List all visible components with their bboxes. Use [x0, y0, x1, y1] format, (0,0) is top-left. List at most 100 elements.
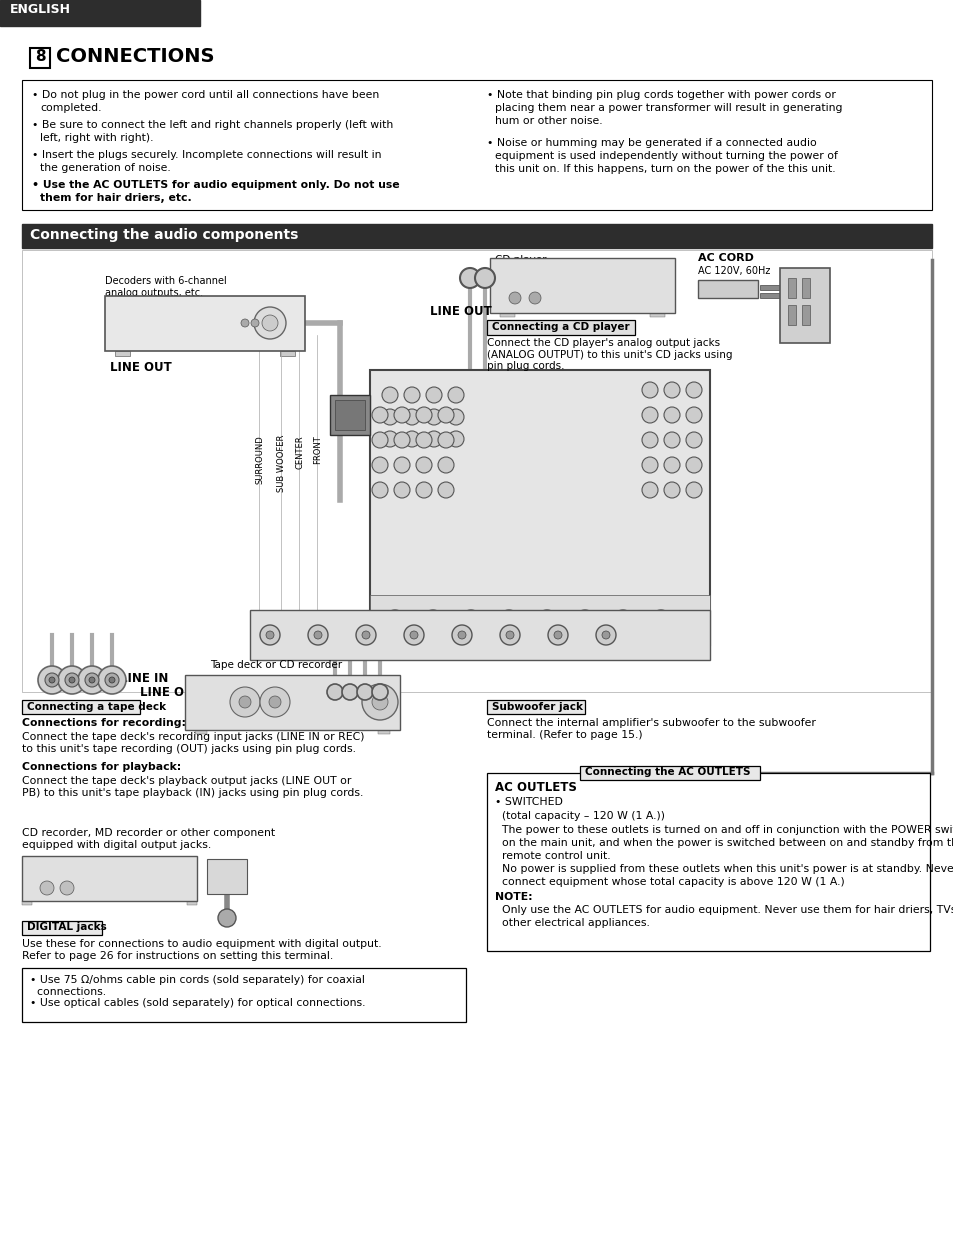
Bar: [280, 351, 294, 356]
Circle shape: [416, 407, 432, 423]
Text: NOTE:: NOTE:: [495, 892, 532, 902]
Text: LINE OUT: LINE OUT: [430, 306, 491, 318]
Bar: [112, 873, 122, 881]
Circle shape: [381, 409, 397, 426]
Circle shape: [65, 673, 79, 687]
Circle shape: [403, 387, 419, 403]
Circle shape: [372, 456, 388, 473]
Text: • Be sure to connect the left and right channels properly (left with: • Be sure to connect the left and right …: [32, 120, 393, 130]
Bar: [140, 873, 150, 881]
Bar: [229, 866, 241, 878]
Bar: [22, 969, 465, 1022]
Bar: [486, 773, 929, 951]
Text: • Noise or humming may be generated if a connected audio: • Noise or humming may be generated if a…: [486, 139, 816, 148]
Bar: [370, 370, 709, 644]
Text: other electrical appliances.: other electrical appliances.: [495, 918, 649, 928]
Bar: [105, 296, 305, 351]
Circle shape: [685, 482, 701, 499]
Circle shape: [394, 482, 410, 499]
Circle shape: [410, 631, 417, 640]
Circle shape: [269, 696, 281, 708]
Circle shape: [416, 456, 432, 473]
Text: • Note that binding pin plug cords together with power cords or: • Note that binding pin plug cords toget…: [486, 90, 835, 100]
Circle shape: [650, 610, 670, 630]
Bar: [185, 675, 399, 730]
Bar: [329, 687, 334, 708]
Circle shape: [403, 409, 419, 426]
Circle shape: [641, 456, 658, 473]
Bar: [609, 266, 616, 272]
Bar: [112, 861, 122, 870]
Bar: [126, 873, 136, 881]
Circle shape: [253, 307, 286, 339]
Circle shape: [437, 407, 454, 423]
Circle shape: [341, 684, 357, 700]
Text: Connecting the audio components: Connecting the audio components: [30, 228, 298, 242]
Text: DIGITAL jacks: DIGITAL jacks: [27, 923, 107, 933]
Text: on the main unit, and when the power is switched between on and standby from the: on the main unit, and when the power is …: [495, 837, 953, 849]
Bar: [140, 861, 150, 870]
Circle shape: [78, 666, 106, 694]
Bar: [335, 400, 365, 430]
Text: Connecting the AC OUTLETS: Connecting the AC OUTLETS: [584, 767, 750, 777]
Circle shape: [422, 610, 442, 630]
Bar: [140, 884, 150, 889]
Text: ENGLISH: ENGLISH: [10, 2, 71, 16]
Bar: [655, 276, 660, 282]
Circle shape: [241, 319, 249, 327]
Circle shape: [663, 432, 679, 448]
Text: Connecting a CD player: Connecting a CD player: [492, 322, 629, 332]
Bar: [153, 873, 164, 881]
Bar: [655, 266, 660, 272]
Circle shape: [426, 409, 441, 426]
Circle shape: [98, 666, 126, 694]
Text: AC CORD: AC CORD: [698, 254, 753, 263]
Circle shape: [69, 677, 75, 683]
Bar: [22, 901, 32, 905]
Bar: [190, 680, 200, 688]
Text: connect equipment whose total capacity is above 120 W (1 A.): connect equipment whose total capacity i…: [495, 877, 843, 887]
Circle shape: [85, 673, 99, 687]
Text: • Use the AC OUTLETS for audio equipment only. Do not use: • Use the AC OUTLETS for audio equipment…: [32, 181, 399, 190]
Bar: [194, 730, 207, 734]
Text: Subwoofer jack: Subwoofer jack: [492, 701, 582, 711]
Bar: [22, 250, 931, 691]
Circle shape: [437, 482, 454, 499]
Circle shape: [575, 610, 595, 630]
Bar: [780, 268, 829, 343]
Circle shape: [391, 616, 398, 623]
Circle shape: [663, 482, 679, 499]
Circle shape: [372, 482, 388, 499]
Bar: [112, 884, 122, 889]
Bar: [0, 0, 200, 26]
Bar: [22, 80, 931, 210]
Circle shape: [509, 292, 520, 304]
Text: FRONT: FRONT: [314, 435, 322, 464]
Bar: [490, 259, 675, 313]
Circle shape: [467, 616, 475, 623]
Text: Connections for recording:: Connections for recording:: [22, 717, 186, 729]
Circle shape: [448, 387, 463, 403]
Circle shape: [58, 666, 86, 694]
Circle shape: [109, 677, 115, 683]
Text: hum or other noise.: hum or other noise.: [495, 116, 602, 126]
Circle shape: [448, 430, 463, 447]
Circle shape: [596, 625, 616, 644]
Circle shape: [40, 881, 54, 896]
Text: Connecting a tape deck: Connecting a tape deck: [27, 701, 166, 711]
Bar: [313, 687, 317, 708]
Text: the generation of noise.: the generation of noise.: [40, 163, 171, 173]
Text: 8: 8: [34, 49, 45, 64]
Bar: [499, 313, 515, 317]
Bar: [760, 285, 780, 289]
Text: Decoders with 6-channel
analog outputs, etc.: Decoders with 6-channel analog outputs, …: [105, 276, 227, 298]
Text: them for hair driers, etc.: them for hair driers, etc.: [40, 193, 192, 203]
Bar: [320, 687, 326, 708]
Text: • Insert the plugs securely. Incomplete connections will result in: • Insert the plugs securely. Incomplete …: [32, 150, 381, 160]
Circle shape: [437, 456, 454, 473]
Circle shape: [504, 616, 513, 623]
Circle shape: [641, 482, 658, 499]
Bar: [22, 224, 931, 247]
Bar: [22, 922, 102, 935]
Circle shape: [554, 631, 561, 640]
